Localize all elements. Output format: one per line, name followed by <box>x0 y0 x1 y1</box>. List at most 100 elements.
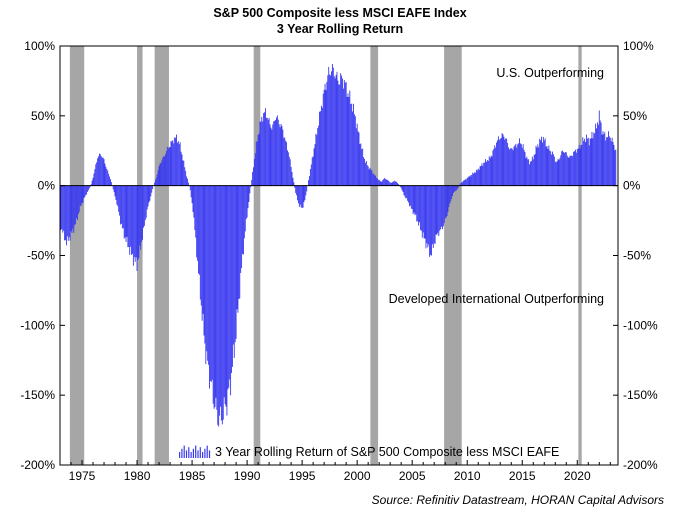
data-bar <box>135 185 137 258</box>
data-bar <box>595 123 597 186</box>
data-bar <box>499 138 501 186</box>
data-bar <box>354 116 356 186</box>
data-bar <box>581 144 583 186</box>
y-tick-label-right: -150% <box>623 388 658 402</box>
data-bar <box>361 149 363 186</box>
data-bar <box>342 88 344 186</box>
data-bar <box>214 185 216 408</box>
data-bar <box>464 179 466 186</box>
data-bar <box>493 148 495 186</box>
x-axis-ticks: 1975 1980 1985 1990 1995 2000 2005 2010 2015 2020 <box>59 460 611 483</box>
data-bar <box>92 177 94 186</box>
data-bar <box>155 177 157 186</box>
legend-swatch-bar <box>181 448 183 458</box>
data-bar <box>278 124 280 186</box>
data-bar <box>517 144 519 186</box>
y-tick-label-right: 100% <box>623 39 654 53</box>
data-bar <box>526 156 528 186</box>
data-bar <box>270 127 272 186</box>
data-bar <box>505 138 507 186</box>
data-bar <box>424 185 426 239</box>
data-bar <box>207 185 209 361</box>
data-bar <box>485 159 487 186</box>
data-bar <box>140 185 142 250</box>
data-bar <box>211 185 213 380</box>
data-bar <box>312 156 314 186</box>
data-bar <box>261 116 263 186</box>
recession-band <box>253 46 261 465</box>
data-bar <box>122 185 124 229</box>
data-bar <box>596 128 597 186</box>
data-bar <box>263 113 265 186</box>
legend-swatch-bar <box>190 452 192 458</box>
data-bar <box>225 185 227 407</box>
data-bar <box>266 117 268 186</box>
data-bar <box>157 170 159 186</box>
data-bar <box>486 160 488 186</box>
data-bar <box>446 185 448 216</box>
data-bar <box>355 128 357 186</box>
data-bar <box>229 185 231 380</box>
data-bar <box>234 185 236 343</box>
data-bar <box>160 162 162 186</box>
data-bar <box>476 170 478 186</box>
data-bar <box>549 150 551 186</box>
data-bar <box>218 185 220 427</box>
data-bar <box>114 185 116 197</box>
data-bar <box>226 185 228 416</box>
data-bar <box>260 121 262 186</box>
legend-swatch-bar <box>188 447 190 458</box>
data-bar <box>301 185 303 208</box>
data-bar <box>193 185 195 218</box>
data-bar <box>587 137 589 186</box>
data-bar <box>391 182 393 186</box>
data-bar <box>562 150 564 186</box>
data-bar <box>187 178 188 186</box>
data-bar <box>384 177 386 186</box>
data-bar <box>400 185 402 189</box>
data-bar <box>565 152 567 186</box>
y-tick-label-right: -100% <box>623 318 658 332</box>
data-bar <box>212 185 214 404</box>
data-bar <box>149 185 151 201</box>
data-bar <box>518 143 520 186</box>
data-bar <box>393 181 395 186</box>
data-bar <box>593 132 595 186</box>
data-bar <box>89 185 91 187</box>
data-bar <box>228 185 230 388</box>
legend-swatch-bar <box>204 448 206 458</box>
data-bar <box>543 140 545 186</box>
data-bar <box>62 185 64 233</box>
data-bar <box>600 122 602 186</box>
data-bar <box>76 185 78 220</box>
annotation-us-outperforming: U.S. Outperforming <box>496 66 604 80</box>
data-bar <box>614 150 616 186</box>
data-bar <box>480 165 482 186</box>
data-bar <box>612 141 614 186</box>
data-bar <box>358 132 360 186</box>
data-bar <box>250 185 252 188</box>
data-bar <box>552 151 553 186</box>
data-bar <box>308 180 310 186</box>
data-bar <box>570 155 572 186</box>
data-bar <box>364 162 366 186</box>
data-bar <box>524 152 526 186</box>
data-bar <box>584 138 586 186</box>
data-bar <box>148 185 150 203</box>
data-bar <box>558 159 560 186</box>
data-bar <box>472 172 474 186</box>
data-bar <box>369 167 371 186</box>
data-bar <box>503 136 505 186</box>
data-bar <box>489 157 491 186</box>
chart-subtitle: 3 Year Rolling Return <box>277 22 403 36</box>
data-bar <box>559 158 561 186</box>
data-bar <box>109 176 110 186</box>
data-bar <box>268 117 270 186</box>
source-note: Source: Refinitiv Datastream, HORAN Capi… <box>372 493 664 507</box>
data-bar <box>535 145 537 186</box>
legend-swatch-bar <box>202 452 204 458</box>
recession-bands <box>69 46 582 465</box>
data-bar <box>605 140 607 186</box>
data-bar <box>254 153 256 186</box>
